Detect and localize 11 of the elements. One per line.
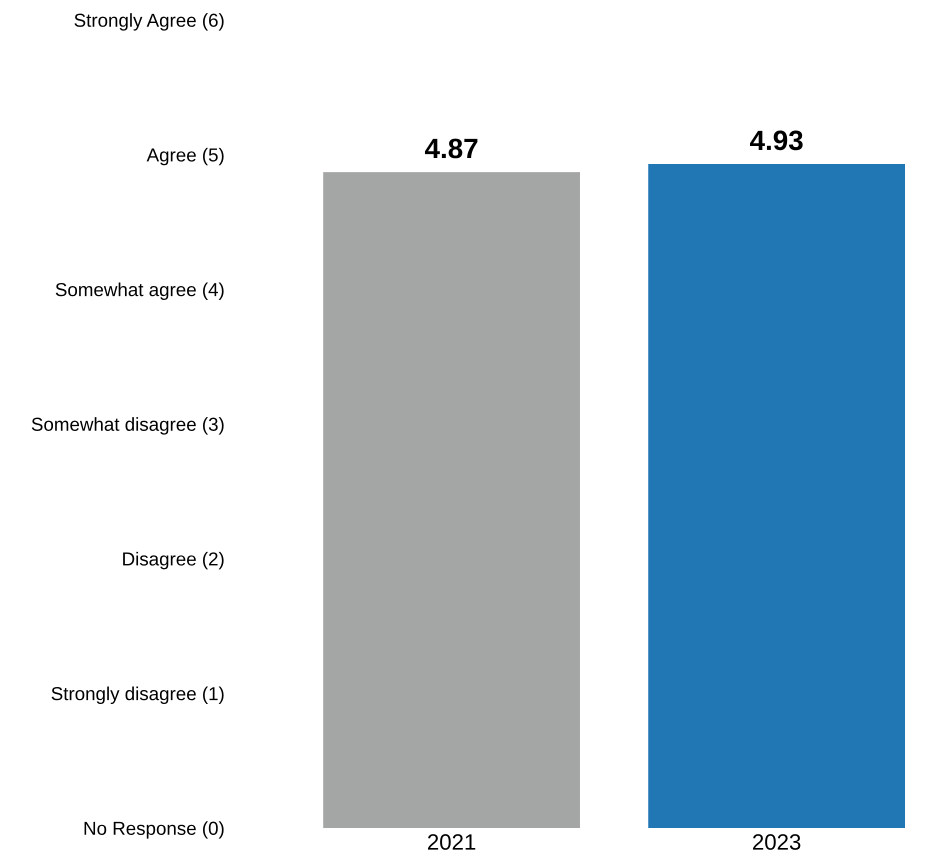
y-tick-label: Strongly disagree (1): [52, 686, 224, 704]
x-tick-label: 2023: [753, 834, 800, 850]
data-label: 4.87: [424, 138, 478, 158]
x-tick-label: 2021: [428, 834, 476, 850]
y-tick-label: Disagree (2): [123, 552, 224, 570]
data-label: 4.93: [750, 130, 803, 150]
y-tick-label: No Response (0): [84, 821, 224, 839]
y-tick-label: Somewhat disagree (3): [32, 417, 224, 435]
y-tick-label: Agree (5): [146, 148, 224, 166]
y-tick-label: Somewhat agree (4): [56, 282, 224, 300]
y-tick-label: Strongly Agree (6): [74, 13, 224, 31]
